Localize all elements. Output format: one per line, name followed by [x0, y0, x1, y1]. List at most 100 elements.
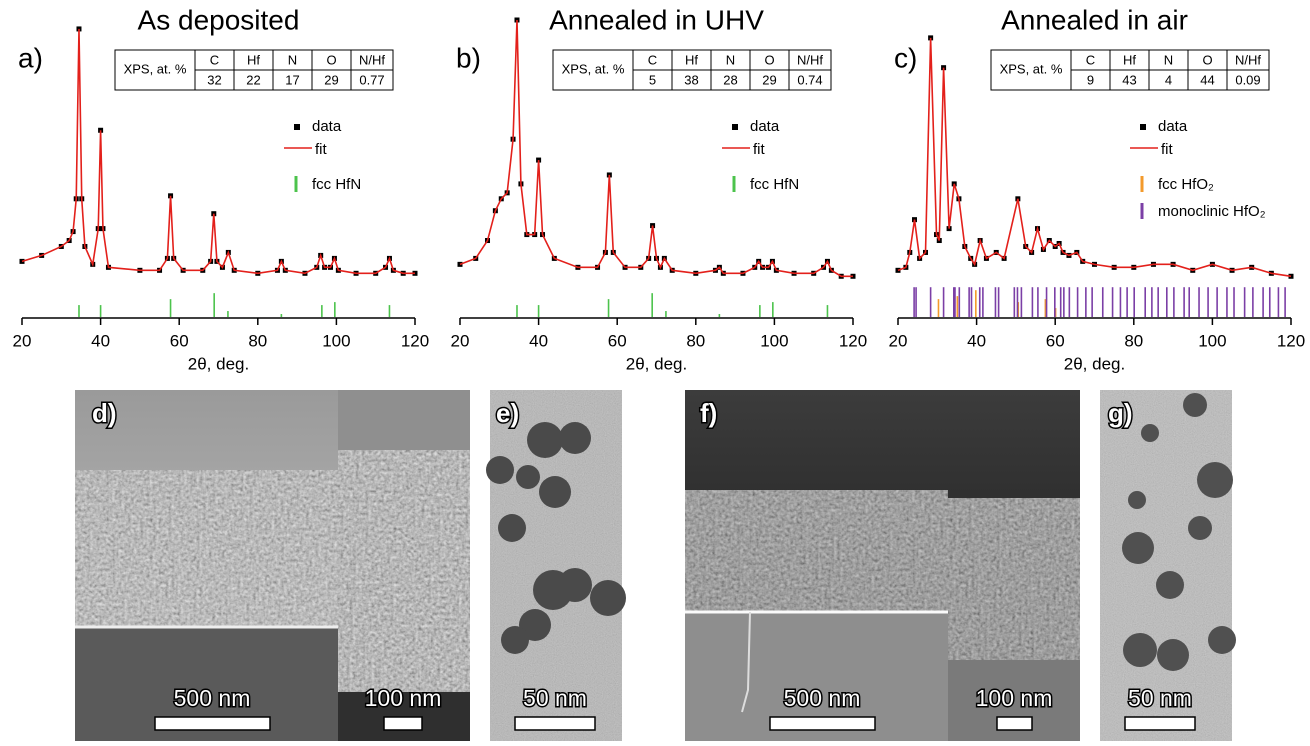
x-tick-label: 40: [967, 331, 986, 350]
table-header: XPS, at. %: [1000, 61, 1063, 76]
table-cell: 38: [684, 72, 698, 87]
legend-label: fcc HfN: [750, 176, 799, 193]
table-header: O: [764, 52, 774, 67]
table-header: N: [1164, 52, 1173, 67]
table-cell: 0.77: [359, 72, 384, 87]
scale-bar: [1125, 717, 1195, 730]
x-tick-label: 20: [451, 331, 470, 350]
table-cell: 4: [1165, 72, 1172, 87]
chart: As deposited a) 20 40 60 80 100 120 2θ, deg. XPS,…: [13, 4, 430, 373]
chart-title: Annealed in air: [1001, 4, 1188, 35]
scale-bar-label: 100 nm: [365, 685, 442, 711]
figure: d) e) f) g) 500 nm 100 nm 50 nm 500 nm 1…: [0, 0, 1310, 741]
table-header: O: [1202, 52, 1212, 67]
x-tick-label: 100: [322, 331, 350, 350]
x-tick-label: 60: [170, 331, 189, 350]
table-header: C: [210, 52, 219, 67]
table-header: N: [288, 52, 297, 67]
panel-label: c): [894, 42, 917, 73]
table-cell: 28: [723, 72, 737, 87]
legend-label: data: [312, 118, 342, 135]
x-axis-label: 2θ, deg.: [626, 354, 687, 373]
legend-marker: [732, 124, 738, 130]
table-header: N/Hf: [1235, 52, 1261, 67]
scale-bar: [155, 717, 270, 730]
table-cell: 22: [246, 72, 260, 87]
table-cell: 43: [1122, 72, 1136, 87]
sem-film: [948, 498, 1080, 660]
legend-label: data: [1158, 118, 1188, 135]
scale-bar-label: 100 nm: [976, 685, 1053, 711]
x-tick-label: 120: [401, 331, 429, 350]
table-header: O: [326, 52, 336, 67]
x-tick-label: 40: [91, 331, 110, 350]
table-header: C: [1086, 52, 1095, 67]
table-header: N/Hf: [359, 52, 385, 67]
sem-film: [75, 470, 338, 627]
panel-label: a): [18, 42, 43, 73]
image-label: f): [700, 398, 717, 428]
x-tick-label: 120: [839, 331, 867, 350]
x-tick-label: 80: [248, 331, 267, 350]
scale-bar-label: 50 nm: [1128, 685, 1192, 711]
legend-label: fit: [315, 141, 328, 158]
image-label: d): [92, 398, 117, 428]
x-tick-label: 20: [13, 331, 32, 350]
legend-label: fcc HfN: [312, 176, 361, 193]
chart-title: Annealed in UHV: [549, 4, 764, 35]
table-header: C: [648, 52, 657, 67]
table-cell: 5: [649, 72, 656, 87]
scale-bar-label: 500 nm: [174, 685, 251, 711]
scale-bar: [770, 717, 875, 730]
legend-marker: [294, 124, 300, 130]
x-axis-label: 2θ, deg.: [1064, 354, 1125, 373]
x-tick-label: 100: [1198, 331, 1226, 350]
image-label: e): [496, 398, 519, 428]
chart-title: As deposited: [138, 4, 300, 35]
x-tick-label: 80: [1124, 331, 1143, 350]
chart: Annealed in air c) 20 40 60 80 100 120 2θ, deg. X…: [889, 4, 1306, 373]
table-cell: 32: [207, 72, 221, 87]
chart: Annealed in UHV b) 20 40 60 80 100 120 2θ, deg. X…: [451, 4, 868, 373]
legend-label: data: [750, 118, 780, 135]
legend-label: fcc HfO₂: [1158, 176, 1214, 193]
image-label: g): [1108, 398, 1133, 428]
x-tick-label: 100: [760, 331, 788, 350]
table-header: XPS, at. %: [562, 61, 625, 76]
x-tick-label: 40: [529, 331, 548, 350]
table-cell: 29: [324, 72, 338, 87]
x-tick-label: 60: [608, 331, 627, 350]
x-tick-label: 120: [1277, 331, 1305, 350]
table-header: Hf: [1123, 52, 1136, 67]
table-cell: 0.74: [797, 72, 822, 87]
table-header: N: [726, 52, 735, 67]
table-cell: 17: [285, 72, 299, 87]
scale-bar: [515, 717, 595, 730]
legend-label: fit: [753, 141, 766, 158]
table-cell: 9: [1087, 72, 1094, 87]
table-header: Hf: [685, 52, 698, 67]
table-header: N/Hf: [797, 52, 823, 67]
x-tick-label: 80: [686, 331, 705, 350]
panel-label: b): [456, 42, 481, 73]
table-header: Hf: [247, 52, 260, 67]
legend-label: monoclinic HfO₂: [1158, 203, 1266, 220]
sem-film: [685, 490, 948, 612]
table-cell: 29: [762, 72, 776, 87]
table-cell: 44: [1200, 72, 1214, 87]
micrographs: d) e) f) g) 500 nm 100 nm 50 nm 500 nm 1…: [75, 390, 1236, 741]
x-axis-label: 2θ, deg.: [188, 354, 249, 373]
scale-bar-label: 50 nm: [523, 685, 587, 711]
sem-film: [338, 450, 470, 692]
table-header: XPS, at. %: [124, 61, 187, 76]
legend-label: fit: [1161, 141, 1174, 158]
legend-marker: [1140, 124, 1146, 130]
scale-bar-label: 500 nm: [784, 685, 861, 711]
x-tick-label: 60: [1046, 331, 1065, 350]
scale-bar: [997, 717, 1032, 730]
body: {"chart_data": [ {"type": "line", "panel…: [0, 0, 1310, 746]
table-cell: 0.09: [1235, 72, 1260, 87]
scale-bar: [384, 717, 422, 730]
x-tick-label: 20: [889, 331, 908, 350]
page: XRD and microscopy figure body { margin:…: [0, 0, 1310, 746]
